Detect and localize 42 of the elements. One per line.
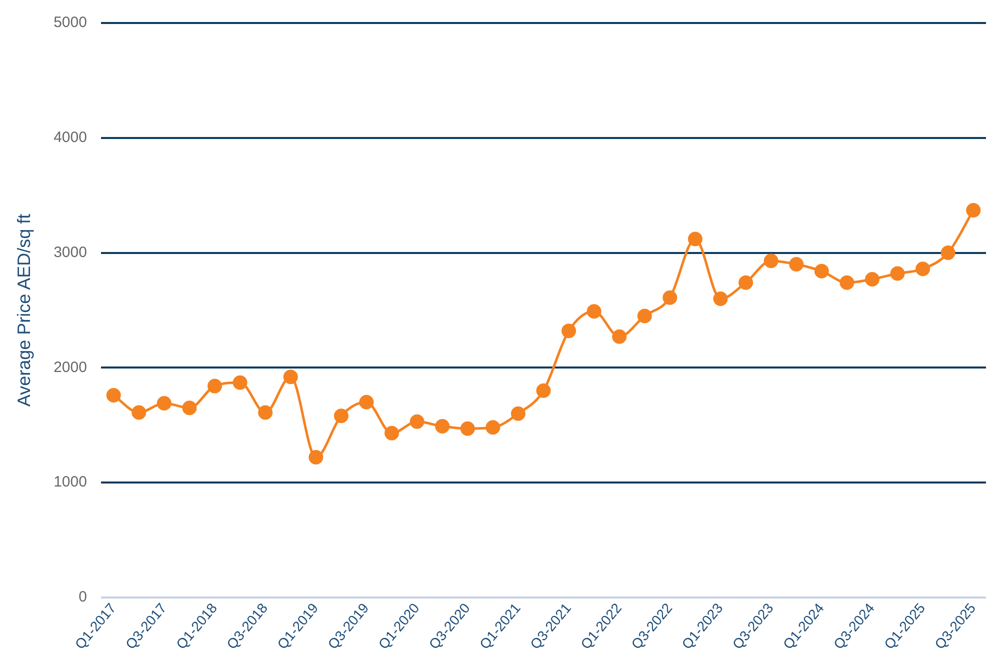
point <box>106 388 121 403</box>
point <box>258 405 273 420</box>
point <box>536 383 551 398</box>
point <box>764 254 778 268</box>
point <box>232 375 248 390</box>
point <box>562 324 576 338</box>
point <box>283 370 298 384</box>
point <box>182 400 197 416</box>
point <box>208 378 222 394</box>
point <box>460 421 475 436</box>
y-tick-label: 3000 <box>54 244 87 261</box>
point <box>966 203 981 218</box>
point <box>435 419 450 434</box>
point <box>890 266 905 281</box>
point <box>384 426 400 440</box>
point <box>156 396 172 411</box>
point <box>308 450 324 465</box>
y-tick-label: 5000 <box>54 14 87 32</box>
point <box>637 308 652 324</box>
point <box>359 394 374 410</box>
y-axis-title: Average Price AED/sq ft <box>14 214 34 407</box>
point <box>410 414 424 429</box>
point <box>688 232 702 246</box>
y-tick-label: 2000 <box>54 358 87 376</box>
y-tick-label: 0 <box>78 588 87 606</box>
point <box>334 408 348 424</box>
point <box>612 329 627 344</box>
point <box>662 290 678 305</box>
point <box>486 420 500 435</box>
point <box>916 262 930 276</box>
point <box>586 304 602 319</box>
point <box>814 264 829 278</box>
point <box>510 406 526 421</box>
point <box>738 275 754 290</box>
point <box>132 405 146 420</box>
y-tick-label: 1000 <box>54 474 87 491</box>
point <box>940 246 956 260</box>
point <box>713 291 728 306</box>
point <box>840 275 854 290</box>
point <box>864 272 880 286</box>
point <box>789 257 804 272</box>
y-tick-label: 4000 <box>54 129 87 146</box>
